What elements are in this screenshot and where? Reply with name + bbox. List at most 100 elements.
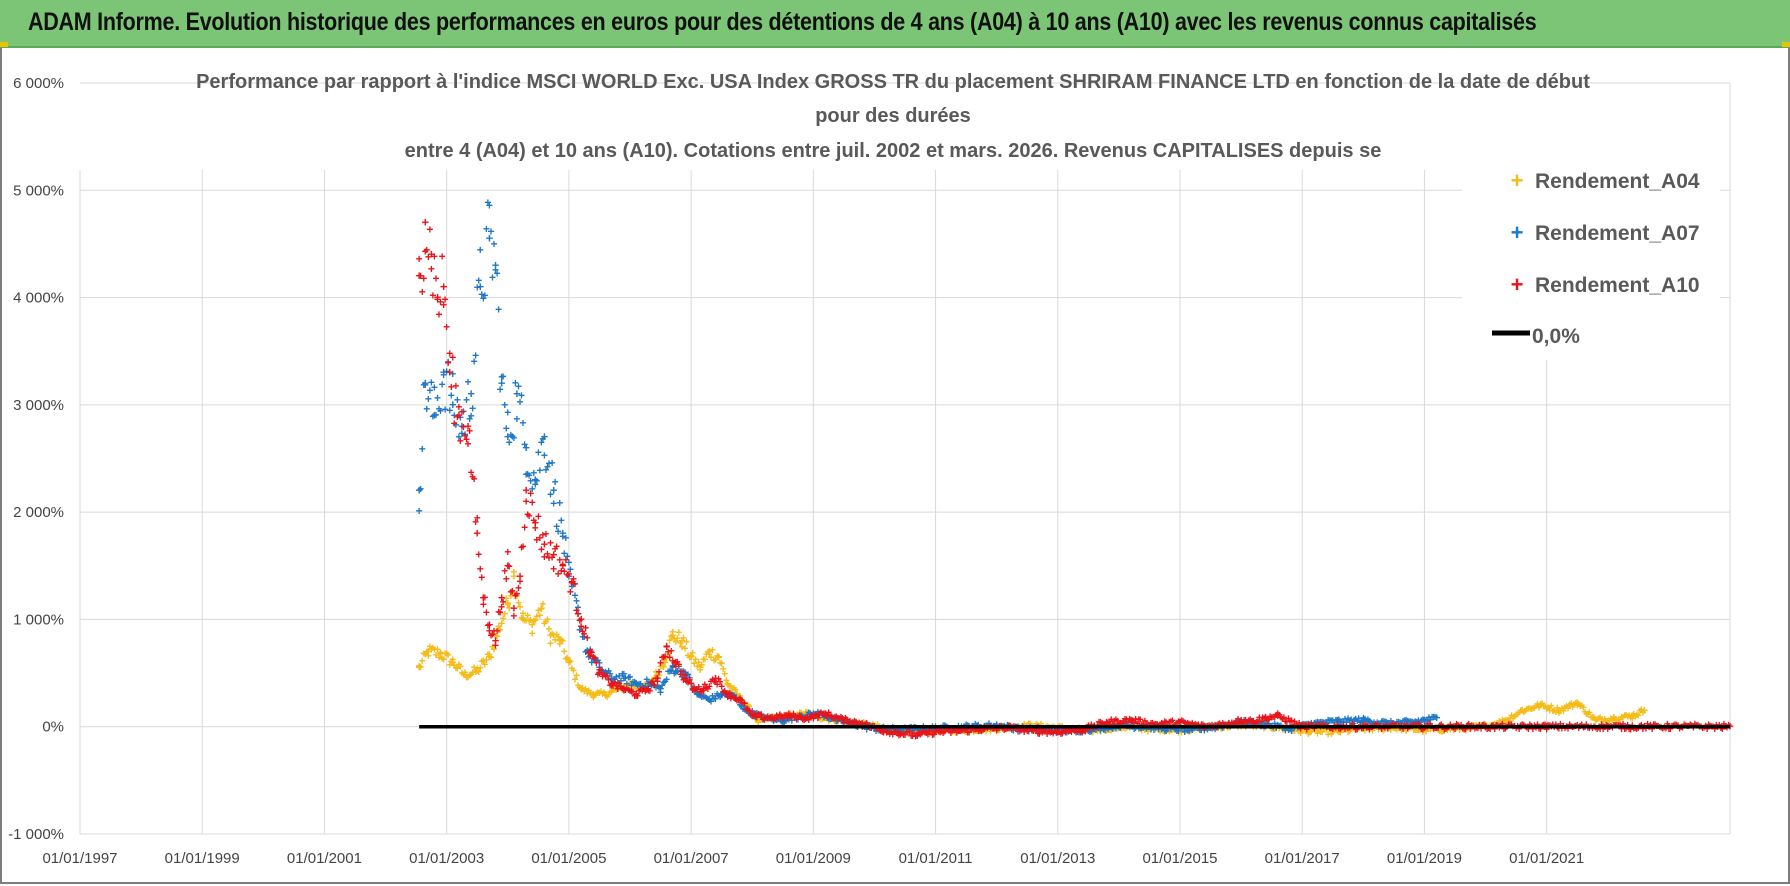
point-a10: + [1108,713,1115,727]
point-a04: + [681,641,688,655]
point-a07: + [764,709,771,723]
point-a04: + [1606,714,1613,728]
point-a10: + [1665,722,1672,736]
point-a10: + [821,706,828,720]
point-a04: + [1251,717,1258,731]
point-a04: + [1008,723,1015,737]
point-a10: + [597,663,604,677]
point-a10: + [822,708,829,722]
point-a10: + [428,262,435,276]
point-a07: + [657,685,664,699]
point-a10: + [652,672,659,686]
point-a04: + [555,630,562,644]
point-a04: + [596,686,603,700]
point-a07: + [1167,722,1174,736]
point-a10: + [1237,712,1245,727]
point-a07: + [706,692,714,707]
point-a04: + [515,596,522,610]
point-a07: + [707,695,714,709]
point-a07: + [1424,714,1431,728]
point-a10: + [877,724,884,738]
point-a07: + [1212,722,1219,736]
point-a07: + [1262,717,1270,732]
point-a10: + [497,605,504,619]
point-a07: + [1173,724,1180,738]
chart-legend[interactable]: + Rendement_A04 + Rendement_A07 + Rendem… [1462,155,1720,360]
point-a10: + [914,729,921,743]
point-a04: + [602,687,610,702]
point-a04: + [562,652,569,666]
point-a10: + [837,710,844,724]
point-a04: + [469,665,476,679]
point-a04: + [836,712,843,726]
point-a10: + [1493,718,1500,732]
point-a07: + [564,550,571,564]
point-a07: + [575,601,582,615]
point-a04: + [1616,713,1623,727]
point-a04: + [1195,722,1202,736]
point-a10: + [539,528,546,542]
point-a10: + [1062,725,1069,739]
point-a10: + [1051,724,1058,738]
point-a07: + [1013,723,1020,737]
point-a07: + [799,709,806,723]
point-a04: + [680,631,687,645]
point-a07: + [1384,715,1392,730]
point-a04: + [920,724,927,738]
point-a10: + [782,708,789,722]
point-a04: + [639,679,646,693]
point-a10: + [666,651,673,665]
point-a04: + [512,589,519,603]
point-a07: + [428,376,435,390]
point-a10: + [489,628,496,642]
point-a07: + [831,710,838,724]
point-a07: + [584,644,591,658]
point-a10: + [678,665,685,679]
point-a10: + [440,298,447,312]
point-a07: + [659,678,666,692]
point-a10: + [681,670,689,685]
point-a10: + [451,417,458,431]
point-a04: + [720,662,727,676]
point-a10: + [1316,718,1323,732]
point-a04: + [461,665,468,679]
point-a10: + [1033,724,1040,738]
point-a07: + [802,710,809,724]
point-a07: + [422,378,429,392]
point-a07: + [1335,713,1342,727]
point-a07: + [1404,714,1411,728]
point-a10: + [668,644,675,658]
point-a10: + [669,654,676,668]
point-a04: + [898,726,905,740]
point-a04: + [575,679,582,693]
point-a10: + [1505,717,1512,731]
point-a10: + [674,655,681,669]
point-a04: + [556,637,563,651]
point-a04: + [1068,722,1075,736]
point-a07: + [657,681,665,696]
point-a10: + [993,723,1000,737]
point-a04: + [1491,717,1498,731]
point-a07: + [798,711,805,725]
point-a07: + [1366,714,1373,728]
point-a04: + [1525,701,1532,715]
point-a10: + [431,249,438,263]
point-a07: + [741,703,748,717]
point-a10: + [419,285,426,299]
point-a07: + [614,676,621,690]
point-a10: + [628,684,635,698]
point-a10: + [937,725,944,739]
point-a10: + [1066,724,1073,738]
point-a04: + [652,665,659,679]
point-a04: + [1161,725,1168,739]
point-a07: + [963,718,970,732]
point-a07: + [770,714,777,728]
point-a10: + [895,725,903,740]
point-a07: + [475,273,482,287]
point-a04: + [905,722,912,736]
point-a07: + [1374,715,1381,729]
point-a04: + [1482,718,1489,732]
point-a07: + [1074,725,1081,739]
point-a04: + [1575,697,1582,711]
point-a10: + [802,712,809,726]
